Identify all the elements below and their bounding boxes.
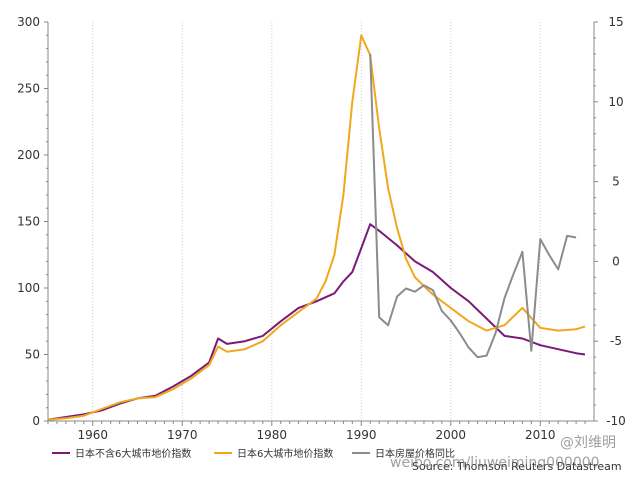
series-line-3 — [369, 53, 577, 359]
watermark: weibo.com/liuweiming000000 — [390, 455, 600, 471]
series-layer — [47, 34, 586, 421]
series-line-1 — [47, 223, 586, 421]
left-tick-label: 150 — [17, 215, 40, 229]
x-tick-label: 1990 — [346, 428, 377, 442]
x-tick-label: 1960 — [77, 428, 108, 442]
left-tick-label: 100 — [17, 281, 40, 295]
left-tick-label: 200 — [17, 148, 40, 162]
right-tick-label: 5 — [612, 175, 620, 189]
left-tick-label: 250 — [17, 82, 40, 96]
source-note: Source: Thomson Reuters Datastream — [412, 460, 622, 473]
series-line-2 — [47, 34, 586, 421]
left-tick-label: 0 — [32, 414, 40, 428]
x-tick-label: 2010 — [525, 428, 556, 442]
legend-label-1: 日本不含6大城市地价指数 — [75, 447, 191, 460]
x-tick-label: 1980 — [256, 428, 287, 442]
right-tick-label: 15 — [608, 15, 623, 29]
left-tick-label: 50 — [25, 348, 40, 362]
right-tick-label: 10 — [608, 95, 623, 109]
left-tick-label: 300 — [17, 15, 40, 29]
right-tick-label: 0 — [612, 254, 620, 268]
grid — [92, 22, 541, 421]
legend-label-2: 日本6大城市地价指数 — [237, 447, 333, 460]
legend: 日本不含6大城市地价指数 日本6大城市地价指数 日本房屋价格同比 — [52, 447, 455, 460]
axes — [44, 21, 598, 426]
ticks: 1960 1970 1980 1990 2000 20100501001502002503… — [17, 15, 626, 442]
right-tick-label: -5 — [610, 334, 622, 348]
x-tick-label: 1970 — [167, 428, 198, 442]
legend-label-3: 日本房屋价格同比 — [375, 447, 455, 460]
watermark-handle: @刘维明 — [560, 435, 616, 451]
right-tick-label: -10 — [606, 414, 626, 428]
x-tick-label: 2000 — [436, 428, 467, 442]
